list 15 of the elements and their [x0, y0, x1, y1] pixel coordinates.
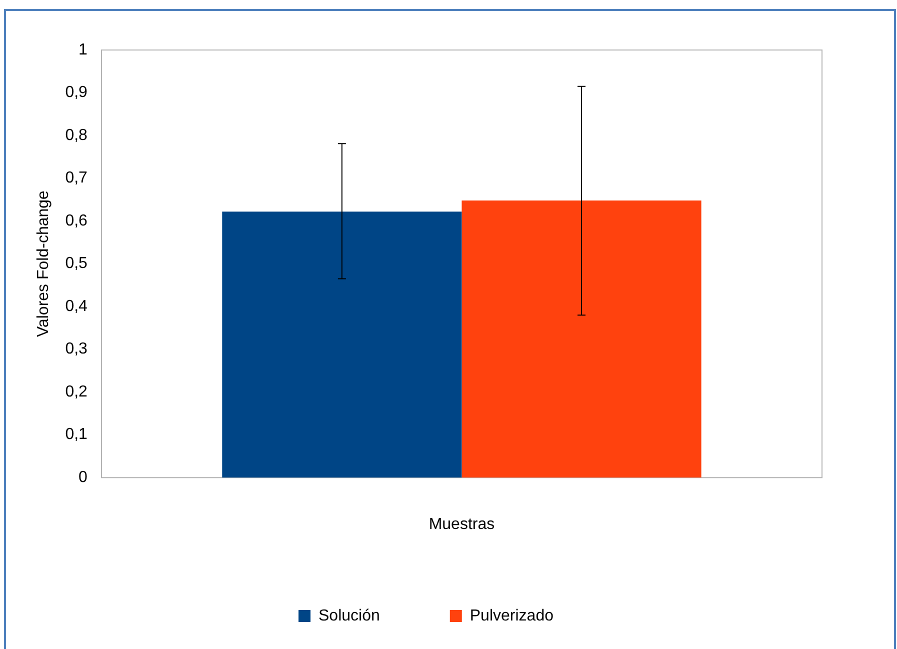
y-tick-label: 0,9	[65, 84, 88, 102]
y-tick-label: 0,7	[65, 170, 88, 187]
legend-label: Solución	[318, 607, 380, 624]
y-tick-label: 0,3	[65, 340, 88, 358]
y-tick-label: 0	[78, 469, 88, 486]
y-tick-label: 0,4	[65, 298, 88, 315]
y-tick-label: 0,8	[65, 126, 88, 144]
legend-label: Pulverizado	[470, 607, 554, 624]
y-tick-label: 0,2	[65, 383, 88, 400]
y-tick-label: 0,5	[65, 255, 88, 272]
y-tick-label: 0,6	[65, 212, 88, 230]
x-axis-title: Muestras	[428, 516, 495, 533]
y-axis-title: Valores Fold-change	[35, 190, 52, 338]
y-tick-label: 1	[78, 41, 88, 58]
y-tick-label: 0,1	[65, 426, 88, 444]
